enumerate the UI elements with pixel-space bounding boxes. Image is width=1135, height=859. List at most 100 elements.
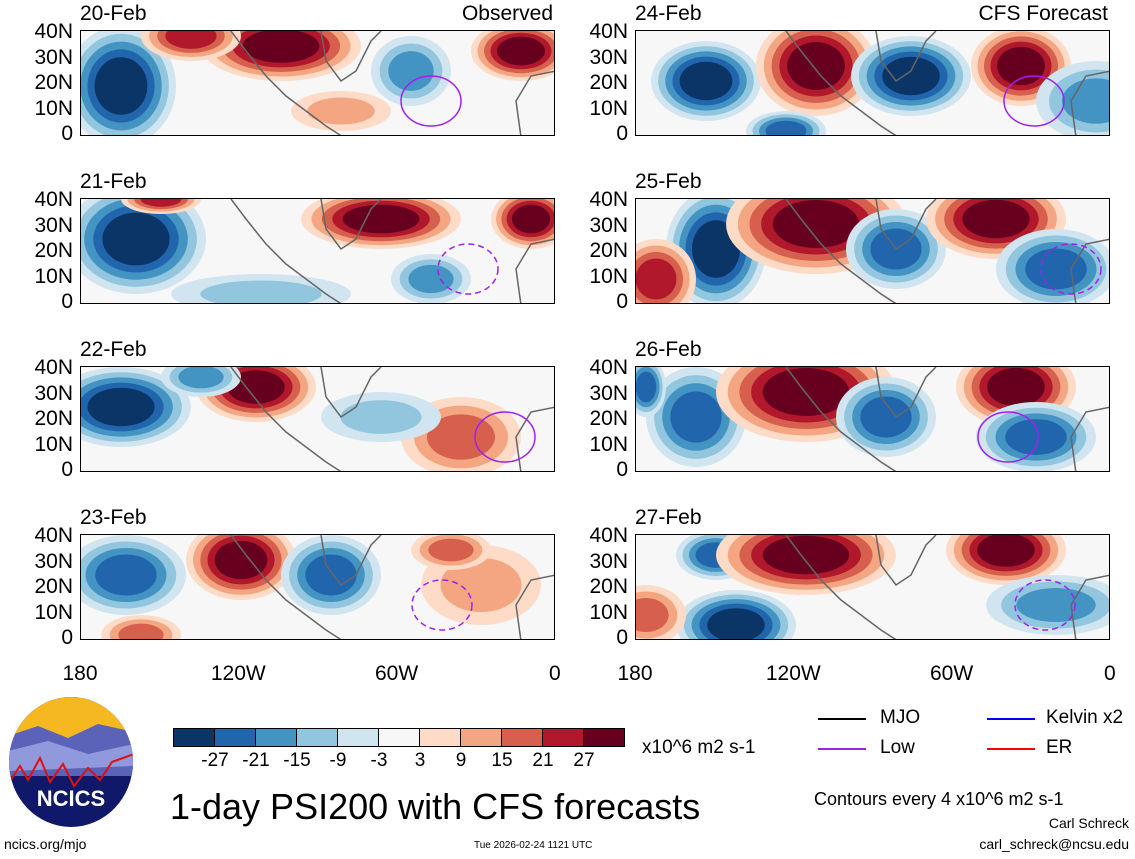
y-tick-label: 40N — [34, 188, 73, 211]
coastline — [1070, 574, 1109, 639]
colorbar-tick: -21 — [242, 750, 270, 771]
anomaly-shading — [305, 554, 357, 596]
author: Carl Schreck — [1048, 815, 1129, 831]
anomaly-shading — [227, 370, 285, 404]
y-tick-label: 40N — [34, 20, 73, 43]
site-link[interactable]: ncics.org/mjo — [4, 836, 87, 852]
x-tick-label: 0 — [549, 662, 561, 685]
coastline — [230, 535, 342, 639]
colorbar-tick: -3 — [370, 750, 388, 771]
anomaly-shading — [340, 400, 422, 434]
colorbar-tick: -9 — [329, 750, 347, 771]
panel-date: 22-Feb — [80, 338, 147, 361]
legend-low-line — [818, 748, 866, 750]
anomaly-shading — [497, 36, 545, 66]
colorbar-swatch — [338, 729, 379, 746]
ncics-logo: NCICS — [8, 696, 134, 828]
map-panel — [635, 30, 1110, 136]
anomaly-shading — [342, 204, 420, 234]
anomaly-shading — [140, 199, 182, 207]
x-tick-label: 60W — [930, 662, 974, 685]
colorbar-swatch — [174, 729, 215, 746]
map-panel — [80, 534, 555, 640]
colorbar-swatch — [215, 729, 256, 746]
map-panel — [635, 534, 1110, 640]
anomaly-shading — [977, 535, 1035, 567]
legend-er-label: ER — [1046, 737, 1073, 758]
low-contour — [1040, 243, 1102, 295]
anomaly-shading — [408, 264, 454, 294]
anomaly-shading — [860, 396, 912, 438]
anomaly-shading — [87, 387, 155, 427]
map-panel — [635, 366, 1110, 472]
anomaly-shading — [165, 31, 217, 49]
low-contour — [1003, 75, 1065, 127]
colorbar-tick: 21 — [532, 750, 554, 771]
anomaly-shading — [679, 61, 733, 101]
anomaly-shading — [200, 280, 322, 303]
coastline — [785, 535, 897, 639]
anomaly-shading — [440, 558, 522, 612]
y-tick-label: 40N — [34, 524, 73, 547]
panel-date: 25-Feb — [635, 170, 702, 193]
y-tick-label: 20N — [34, 71, 73, 94]
panel-date: 27-Feb — [635, 506, 702, 529]
y-tick-label: 30N — [34, 381, 73, 405]
coastline — [320, 31, 382, 83]
y-tick-label: 30N — [589, 45, 628, 69]
y-tick-label: 30N — [34, 45, 73, 69]
y-tick-label: 30N — [34, 549, 73, 573]
anomaly-shading — [178, 367, 224, 389]
y-tick-label: 40N — [589, 356, 628, 379]
anomaly-shading — [1005, 419, 1067, 455]
colorbar-swatch — [461, 729, 502, 746]
anomaly-shading — [1016, 588, 1096, 622]
anomaly-shading — [765, 120, 807, 135]
anomaly-shading — [307, 97, 375, 125]
coastline — [785, 367, 897, 471]
coastline — [875, 31, 937, 83]
anomaly-shading — [94, 57, 148, 115]
legend-er-line — [987, 748, 1035, 750]
anomaly-shading — [987, 367, 1045, 407]
panel-date: 23-Feb — [80, 506, 147, 529]
y-tick-label: 20N — [589, 239, 628, 262]
colorbar-tick: -27 — [201, 750, 229, 771]
coastline — [320, 367, 382, 419]
anomaly-shading — [511, 204, 551, 234]
y-tick-label: 0 — [61, 290, 73, 313]
figure-title: 1-day PSI200 with CFS forecasts — [170, 786, 701, 827]
map-panel — [80, 30, 555, 136]
anomaly-shading — [636, 598, 669, 632]
x-tick-label: 120W — [210, 662, 266, 685]
y-tick-label: 10N — [589, 432, 628, 456]
legend-low-label: Low — [880, 737, 915, 758]
y-tick-label: 0 — [61, 122, 73, 145]
y-tick-label: 30N — [34, 213, 73, 237]
anomaly-shading — [636, 258, 677, 300]
coastline — [515, 238, 554, 303]
anomaly-shading — [428, 538, 474, 562]
colorbar-swatch — [297, 729, 338, 746]
colorbar — [173, 728, 625, 747]
colorbar-tick: 27 — [573, 750, 595, 771]
anomaly-shading — [1062, 78, 1109, 124]
coastline — [875, 535, 937, 587]
colorbar-swatch — [256, 729, 297, 746]
coastline — [515, 574, 554, 639]
y-tick-label: 0 — [616, 458, 628, 481]
coastline — [230, 367, 342, 471]
low-contour — [1014, 579, 1076, 631]
y-tick-label: 20N — [34, 575, 73, 598]
y-tick-label: 20N — [589, 575, 628, 598]
y-tick-label: 30N — [589, 213, 628, 237]
map-panel — [80, 366, 555, 472]
colorbar-tick: 3 — [414, 750, 426, 771]
y-tick-label: 10N — [34, 432, 73, 456]
colorbar-swatch — [502, 729, 543, 746]
legend-mjo-line — [818, 718, 866, 720]
panel-date: 24-Feb — [635, 2, 702, 25]
anomaly-shading — [1025, 248, 1087, 290]
anomaly-shading — [118, 623, 164, 639]
colorbar-swatch — [584, 729, 624, 746]
